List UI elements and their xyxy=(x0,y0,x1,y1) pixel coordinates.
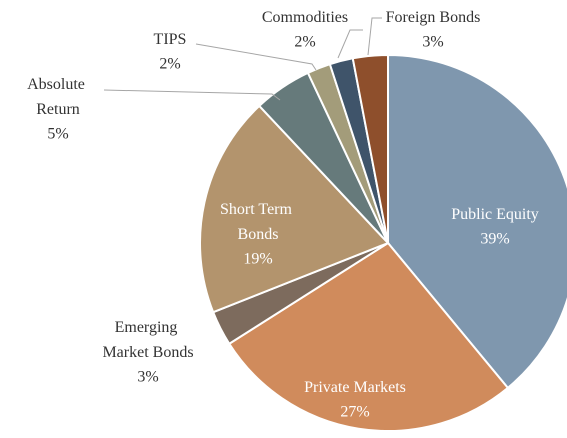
slice-label: Short Term Bonds xyxy=(220,201,296,243)
label-line: Commodities xyxy=(262,9,348,26)
label-line: Private Markets xyxy=(304,379,406,396)
label-line: Bonds xyxy=(238,226,279,243)
value-label: 27% xyxy=(340,404,369,421)
slice-label: TIPS xyxy=(154,31,187,48)
leader-line xyxy=(103,89,281,101)
leader-line xyxy=(195,43,317,71)
label-line: Short Term xyxy=(220,201,296,218)
value-label: 2% xyxy=(159,56,180,73)
value-label: 39% xyxy=(480,231,509,248)
value-label: 19% xyxy=(243,251,272,268)
label-line: TIPS xyxy=(154,31,187,48)
label-line: Foreign Bonds xyxy=(386,9,481,26)
value-label: 2% xyxy=(294,34,315,51)
leader-line xyxy=(337,29,363,59)
slice-label: Commodities xyxy=(262,9,348,26)
slice-label: Private Markets xyxy=(304,379,406,396)
value-label: 3% xyxy=(137,369,158,386)
leader-line xyxy=(367,17,382,56)
slice-label: Absolute Return xyxy=(27,76,89,118)
label-line: Public Equity xyxy=(451,206,539,223)
value-label: 5% xyxy=(47,126,68,143)
slice-label: Emerging Market Bonds xyxy=(102,319,193,361)
label-line: Return xyxy=(36,101,80,118)
pie-slice xyxy=(227,241,510,432)
label-line: Market Bonds xyxy=(102,344,193,361)
label-line: Emerging xyxy=(115,319,182,336)
pie-slice xyxy=(351,53,389,244)
pie-slice xyxy=(387,53,567,390)
slice-label: Foreign Bonds xyxy=(386,9,481,26)
slice-label: Public Equity xyxy=(451,206,539,223)
label-line: Absolute xyxy=(27,76,89,93)
pie-slice xyxy=(199,104,390,314)
value-label: 3% xyxy=(422,34,443,51)
